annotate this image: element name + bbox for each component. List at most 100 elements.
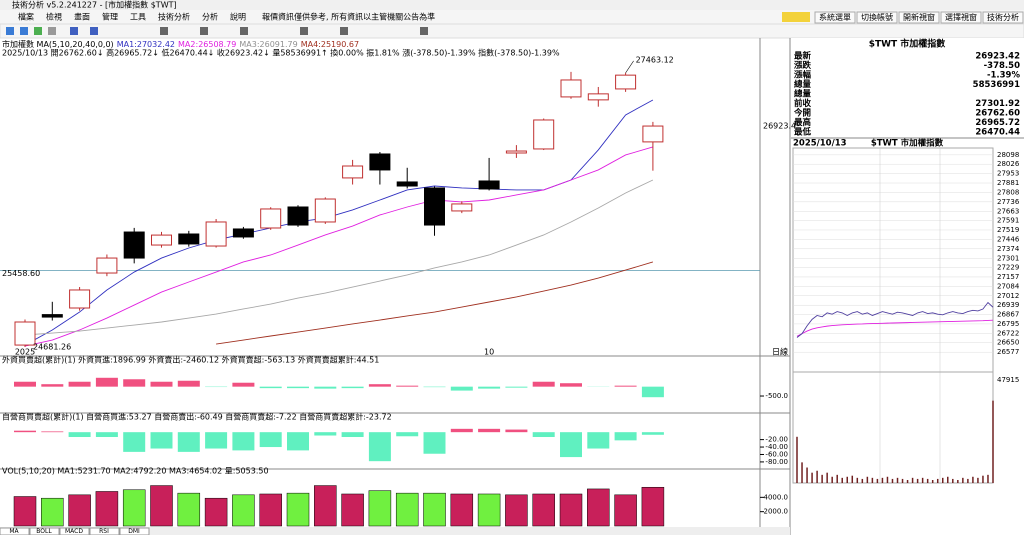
y-tick-label: -80.00	[765, 458, 788, 466]
panel-header: 外資買賣超(累計)(1) 外資買進:1896.99 外資賣出:-2460.12 …	[2, 355, 379, 365]
bar	[396, 385, 419, 387]
tab-label[interactable]: DMI	[128, 528, 140, 535]
quote-label: 最新	[794, 51, 812, 62]
bar	[122, 489, 146, 527]
bar	[41, 431, 64, 433]
bar	[314, 432, 337, 436]
bar	[505, 386, 528, 388]
tab[interactable]	[119, 527, 150, 535]
tab-label[interactable]: BOLL	[36, 528, 52, 535]
candle-body	[123, 231, 145, 259]
intraday-date: 2025/10/13	[793, 139, 847, 149]
bar	[396, 432, 419, 437]
bar	[232, 494, 255, 527]
y-tick-label: 26939	[997, 301, 1019, 309]
button-label[interactable]: 開新視窗	[903, 12, 935, 22]
y-tick-label: 27663	[997, 207, 1019, 215]
menu-item[interactable]: 檔案	[18, 12, 34, 22]
y-tick-label: 26867	[997, 311, 1019, 319]
bar	[368, 432, 391, 462]
y-tick-label: 27157	[997, 273, 1019, 281]
bar	[232, 382, 255, 387]
bar	[450, 428, 473, 433]
x-label: 10	[484, 348, 494, 357]
tab[interactable]	[89, 527, 120, 535]
bar	[478, 428, 501, 433]
toolbar	[0, 23, 1024, 39]
bar	[450, 493, 474, 527]
legend-item: MA4:25190.67	[301, 40, 359, 49]
menu-item[interactable]: 工具	[130, 13, 146, 22]
y-tick-label: -60.00	[765, 450, 788, 458]
bar	[641, 386, 664, 398]
bar	[95, 377, 118, 387]
button[interactable]	[898, 11, 940, 24]
high-label: 27463.12	[636, 55, 674, 64]
bar	[205, 432, 228, 449]
y-tick-label: 26650	[997, 339, 1019, 347]
candle-body	[369, 153, 391, 171]
menu-item[interactable]: 檢視	[46, 12, 62, 22]
moving-average	[24, 99, 654, 346]
bar	[587, 488, 610, 527]
intraday-frame	[792, 147, 994, 484]
bar	[259, 386, 282, 389]
quote-label: 今開	[793, 108, 811, 119]
button[interactable]	[814, 11, 856, 24]
menu-item[interactable]: 技術分析	[158, 12, 190, 22]
last-price-label: 26923.4	[763, 122, 796, 131]
marker-line	[625, 60, 634, 74]
candle-body	[96, 257, 118, 274]
bar	[614, 494, 637, 527]
tab-label[interactable]: RSI	[99, 528, 109, 535]
bar	[286, 492, 310, 527]
bar	[587, 432, 610, 449]
button-label[interactable]: 技術分析	[987, 12, 1019, 22]
bar	[478, 386, 501, 389]
y-tick-label: -20.00	[765, 436, 788, 444]
bar	[95, 491, 119, 527]
bar	[123, 379, 146, 387]
button[interactable]	[940, 11, 982, 24]
candle-body	[424, 187, 445, 226]
tab-label[interactable]: MACD	[65, 528, 83, 535]
candle-body	[260, 208, 282, 229]
quote-value: 26470.44	[975, 128, 1020, 138]
tab[interactable]	[59, 527, 90, 535]
button[interactable]	[982, 11, 1024, 24]
candle-body	[396, 181, 418, 187]
bar	[368, 384, 391, 387]
candle-body	[560, 79, 582, 98]
bar	[177, 380, 200, 387]
tab[interactable]	[29, 527, 60, 535]
moving-average	[24, 146, 654, 347]
legend-item: MA1:27032.42	[117, 40, 175, 49]
menu-item[interactable]: 畫面	[74, 12, 90, 22]
menu-item[interactable]: 管理	[102, 12, 118, 22]
quote-value: 58536991	[973, 80, 1020, 90]
panel-header: 自營商買賣超(累計)(1) 自營商買進:53.27 自營商賣出:-60.49 自…	[2, 412, 392, 422]
bar	[204, 497, 228, 527]
button-label[interactable]: 選擇視窗	[945, 12, 977, 22]
volume-max-label: 47915	[997, 376, 1019, 384]
button-label[interactable]: 系統選單	[819, 12, 851, 22]
menu-item[interactable]: 分析	[202, 12, 218, 22]
bar	[341, 432, 364, 438]
y-tick-label: 28098	[997, 151, 1019, 159]
tab[interactable]	[0, 527, 30, 535]
candle-body	[232, 228, 254, 238]
tab-label[interactable]: MA	[9, 528, 19, 535]
bar	[532, 381, 555, 387]
bar	[641, 432, 664, 435]
candle-body	[533, 119, 555, 150]
bar	[150, 432, 173, 449]
bar	[477, 493, 501, 527]
bar	[287, 386, 309, 389]
legend-item: MA2:26508.79	[178, 40, 236, 49]
button-label[interactable]: 切換帳號	[861, 12, 893, 22]
candle-body	[205, 221, 227, 247]
menu-item[interactable]: 說明	[230, 12, 246, 22]
y-tick-label: -500.0	[765, 392, 788, 400]
button[interactable]	[856, 11, 898, 24]
